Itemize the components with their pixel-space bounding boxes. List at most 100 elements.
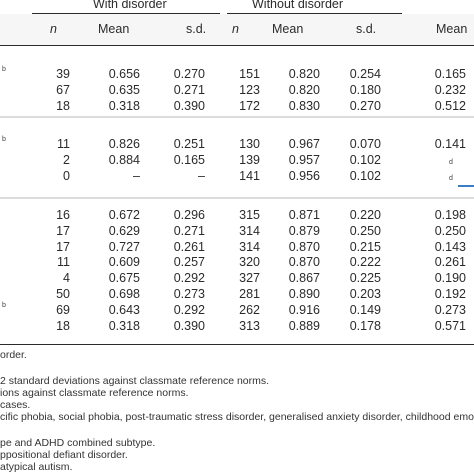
cell-sd-without: 0.225 — [349, 271, 381, 286]
cell-sd-with: 0.261 — [173, 239, 205, 254]
cell-n-without: 139 — [239, 152, 260, 167]
cell-sd-without: 0.270 — [349, 98, 381, 113]
table-bottom-rule — [0, 344, 474, 345]
row-footnote-mark: b — [2, 301, 6, 309]
cell-mean-without: 0.870 — [288, 239, 320, 254]
cell-n-without: 327 — [239, 271, 260, 286]
col-header-mean-diff: Mean — [436, 22, 468, 36]
footnote-line: cific phobia, social phobia, post-trauma… — [0, 411, 474, 423]
cell-sd-without: 0.250 — [349, 223, 381, 238]
cell-sd-with: 0.292 — [173, 271, 205, 286]
cell-mean-diff: d — [449, 174, 453, 182]
cell-mean-without: 0.956 — [288, 168, 320, 183]
cell-n-with: 17 — [56, 239, 70, 254]
cell-n-without: 130 — [239, 137, 260, 151]
cell-sd-with: 0.271 — [173, 82, 205, 97]
footnote-line: atypical autism. — [0, 461, 73, 473]
cell-sd-without: 0.180 — [349, 82, 381, 97]
cell-n-without: 314 — [239, 239, 260, 254]
cell-sd-without: 0.215 — [349, 239, 381, 254]
group-header-without-disorder: Without disorder — [252, 0, 344, 11]
cell-mean-with: 0.318 — [108, 318, 140, 333]
footnote-line: pe and ADHD combined subtype. — [0, 437, 156, 449]
cell-n-without: 262 — [239, 302, 260, 317]
cell-mean-without: 0.957 — [288, 152, 320, 167]
cell-n-with: 67 — [56, 82, 70, 97]
cell-n-with: 18 — [56, 318, 70, 333]
cell-n-with: 50 — [56, 287, 70, 301]
footnote-line: cases. — [0, 399, 31, 411]
cell-mean-with: – — [133, 168, 140, 183]
cell-mean-without: 0.879 — [288, 223, 320, 238]
cell-n-with: 0 — [63, 168, 70, 183]
cell-sd-with: 0.390 — [173, 318, 205, 333]
cell-mean-without: 0.870 — [288, 255, 320, 270]
cell-sd-with: 0.273 — [173, 287, 205, 301]
cell-n-with: 4 — [63, 271, 70, 286]
cell-mean-without: 0.820 — [288, 67, 320, 81]
cell-n-without: 141 — [239, 168, 260, 183]
cell-mean-with: 0.643 — [108, 302, 140, 317]
group-rule-right — [227, 13, 402, 14]
cell-mean-diff: 0.141 — [434, 137, 466, 151]
cell-n-with: 69 — [56, 302, 70, 317]
cell-mean-diff: 0.273 — [434, 302, 466, 317]
cell-mean-with: 0.675 — [108, 271, 140, 286]
cell-mean-with: 0.629 — [108, 223, 140, 238]
cell-sd-with: 0.296 — [173, 208, 205, 222]
cell-n-with: 16 — [56, 208, 70, 222]
cell-mean-without: 0.890 — [288, 287, 320, 301]
cell-mean-with: 0.609 — [108, 255, 140, 270]
cell-mean-without: 0.871 — [288, 208, 320, 222]
cell-sd-without: 0.222 — [349, 255, 381, 270]
cell-sd-with: 0.165 — [173, 152, 205, 167]
col-header-n-without: n — [232, 22, 239, 36]
col-header-mean-without: Mean — [272, 22, 304, 36]
cell-sd-with: 0.390 — [173, 98, 205, 113]
cell-mean-diff: 0.512 — [434, 98, 466, 113]
row-footnote-mark: b — [2, 66, 6, 73]
col-header-n-with: n — [50, 22, 57, 36]
cell-sd-without: 0.102 — [349, 168, 381, 183]
cell-n-with: 17 — [56, 223, 70, 238]
cell-mean-with: 0.318 — [108, 98, 140, 113]
footnote-line: ppositional defiant disorder. — [0, 449, 128, 461]
cell-mean-diff: 0.232 — [434, 82, 466, 97]
cell-sd-with: 0.271 — [173, 223, 205, 238]
cell-mean-diff: 0.261 — [434, 255, 466, 270]
cell-n-without: 151 — [239, 67, 260, 81]
footnote-line: ions against classmate reference norms. — [0, 387, 189, 399]
cell-mean-without: 0.889 — [288, 318, 320, 333]
cell-sd-without: 0.070 — [349, 137, 381, 151]
cell-sd-with: – — [198, 168, 205, 183]
cell-mean-without: 0.967 — [288, 137, 320, 151]
cell-mean-diff: 0.250 — [434, 223, 466, 238]
col-header-sd-with: s.d. — [186, 22, 207, 36]
cell-sd-without: 0.178 — [349, 318, 381, 333]
cell-n-with: 2 — [63, 152, 70, 167]
cell-mean-without: 0.916 — [288, 302, 320, 317]
cell-mean-with: 0.656 — [108, 67, 140, 81]
cell-sd-with: 0.257 — [173, 255, 205, 270]
cell-sd-without: 0.220 — [349, 208, 381, 222]
cell-n-with: 39 — [56, 67, 70, 81]
col-header-mean-with: Mean — [98, 22, 130, 36]
footnote-line: order. — [0, 349, 27, 361]
cell-mean-diff: 0.165 — [434, 67, 466, 81]
cell-mean-with: 0.727 — [108, 239, 140, 254]
cell-sd-without: 0.254 — [349, 67, 381, 81]
cell-sd-with: 0.270 — [173, 67, 205, 81]
cell-sd-with: 0.251 — [173, 137, 205, 151]
cell-sd-without: 0.203 — [349, 287, 381, 301]
cell-mean-without: 0.867 — [288, 271, 320, 286]
cell-n-without: 314 — [239, 223, 260, 238]
section-separator — [0, 197, 474, 199]
col-header-sd-without: s.d. — [356, 22, 377, 36]
cell-mean-with: 0.672 — [108, 208, 140, 222]
cell-sd-without: 0.149 — [349, 302, 381, 317]
group-rule-left — [32, 13, 220, 14]
cell-mean-with: 0.826 — [108, 137, 140, 151]
cell-sd-with: 0.292 — [173, 302, 205, 317]
cell-mean-diff: 0.192 — [434, 287, 466, 301]
cell-mean-without: 0.820 — [288, 82, 320, 97]
